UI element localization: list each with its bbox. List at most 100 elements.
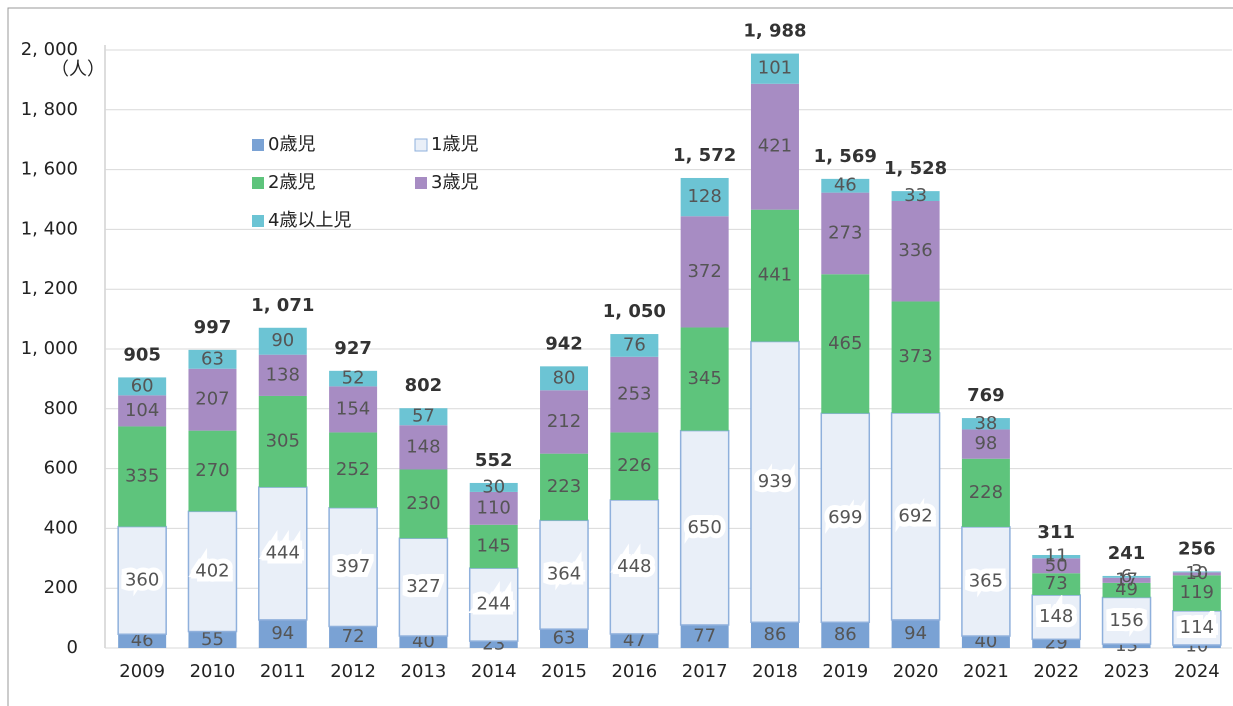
bar-segment bbox=[750, 622, 799, 648]
x-tick-label: 2022 bbox=[1033, 661, 1079, 682]
bar-segment bbox=[399, 425, 448, 470]
segment-label: 10 bbox=[1185, 563, 1208, 584]
bar-segment bbox=[329, 386, 378, 433]
legend-label: 1歳児 bbox=[431, 134, 478, 155]
segment-label: 110 bbox=[477, 497, 511, 518]
total-label: 241 bbox=[1108, 543, 1146, 564]
legend-label: 2歳児 bbox=[268, 172, 315, 193]
bar-segment bbox=[680, 624, 729, 648]
total-label: 802 bbox=[405, 375, 443, 396]
bar-segment bbox=[1032, 558, 1081, 574]
segment-label: 63 bbox=[201, 348, 224, 369]
segment-label: 145 bbox=[477, 535, 511, 556]
segment-label: 98 bbox=[974, 433, 997, 454]
bar-segment bbox=[188, 631, 237, 648]
segment-label: 448 bbox=[617, 556, 651, 577]
y-tick-label: 0 bbox=[67, 637, 78, 658]
bar-segment bbox=[750, 209, 799, 342]
segment-label: 154 bbox=[336, 398, 370, 419]
segment-label: 52 bbox=[342, 368, 365, 389]
total-label: 1, 071 bbox=[251, 295, 314, 316]
segment-label: 104 bbox=[125, 400, 159, 421]
bar-segment bbox=[891, 619, 940, 648]
segment-label: 94 bbox=[904, 623, 927, 644]
bar-segment bbox=[399, 408, 448, 426]
legend-swatch bbox=[252, 215, 264, 227]
bar-segment bbox=[680, 177, 729, 217]
bar-segment bbox=[1102, 644, 1151, 648]
bar-segment bbox=[1172, 575, 1221, 611]
total-label: 1, 050 bbox=[603, 301, 666, 322]
segment-label: 3 bbox=[1191, 561, 1202, 582]
bar-segment bbox=[1172, 610, 1222, 646]
segment-label: 402 bbox=[195, 560, 229, 581]
segment-label: 60 bbox=[131, 375, 154, 396]
segment-label: 86 bbox=[834, 624, 857, 645]
bar-segment bbox=[750, 53, 799, 84]
bar-segment bbox=[258, 395, 307, 488]
bar-segment bbox=[1172, 571, 1221, 573]
segment-label: 397 bbox=[336, 556, 370, 577]
x-tick-label: 2014 bbox=[471, 661, 517, 682]
segment-label: 17 bbox=[1115, 569, 1138, 590]
legend-swatch bbox=[252, 177, 264, 189]
bar-segment bbox=[680, 216, 729, 328]
segment-label: 364 bbox=[547, 564, 581, 585]
segment-label: 86 bbox=[764, 624, 787, 645]
bar-segment bbox=[1031, 594, 1081, 641]
total-label: 1, 572 bbox=[673, 145, 736, 166]
y-tick-label: 2, 000 bbox=[21, 39, 78, 60]
segment-label: 335 bbox=[125, 466, 159, 487]
bar-segment bbox=[821, 192, 870, 275]
segment-label: 372 bbox=[687, 261, 721, 282]
y-tick-label: 1, 600 bbox=[21, 159, 78, 180]
bar-segment bbox=[1172, 572, 1221, 576]
bar-segment bbox=[821, 178, 870, 193]
x-tick-label: 2010 bbox=[190, 661, 236, 682]
bar-segment bbox=[329, 432, 378, 508]
bar-segment bbox=[329, 370, 378, 387]
bar-segment bbox=[469, 491, 518, 525]
bar-segment bbox=[540, 390, 589, 454]
segment-label: 90 bbox=[271, 330, 294, 351]
bar-segment bbox=[118, 426, 167, 527]
legend-swatch bbox=[415, 177, 427, 189]
segment-label: 50 bbox=[1045, 555, 1068, 576]
total-label: 927 bbox=[334, 338, 372, 359]
x-tick-label: 2019 bbox=[822, 661, 868, 682]
bar-segment bbox=[1032, 639, 1081, 648]
total-label: 256 bbox=[1178, 538, 1216, 559]
legend-label: 4歳以上児 bbox=[268, 210, 351, 231]
x-tick-label: 2021 bbox=[963, 661, 1009, 682]
y-tick-label: 1, 800 bbox=[21, 99, 78, 120]
segment-label: 650 bbox=[687, 517, 721, 538]
bar-segment bbox=[680, 327, 729, 431]
segment-label: 465 bbox=[828, 333, 862, 354]
segment-label: 101 bbox=[758, 58, 792, 79]
bar-segment bbox=[821, 622, 870, 648]
total-label: 905 bbox=[123, 344, 161, 365]
bar-segment bbox=[820, 412, 871, 624]
segment-label: 47 bbox=[623, 630, 646, 651]
segment-label: 33 bbox=[904, 185, 927, 206]
x-tick-label: 2020 bbox=[893, 661, 939, 682]
segment-label: 156 bbox=[1109, 610, 1143, 631]
y-tick-label: 400 bbox=[44, 517, 78, 538]
legend-label: 0歳児 bbox=[268, 134, 315, 155]
bar-segment bbox=[258, 619, 307, 648]
bar-segment bbox=[540, 366, 589, 391]
bar-segment bbox=[399, 469, 448, 539]
bar-segment bbox=[1032, 555, 1081, 559]
bar-segment bbox=[610, 356, 659, 433]
bar-segment bbox=[1102, 577, 1151, 583]
x-tick-label: 2015 bbox=[541, 661, 587, 682]
segment-label: 270 bbox=[195, 460, 229, 481]
legend-swatch bbox=[252, 139, 264, 151]
segment-label: 692 bbox=[898, 505, 932, 526]
total-label: 942 bbox=[545, 333, 583, 354]
x-tick-label: 2018 bbox=[752, 661, 798, 682]
segment-label: 119 bbox=[1180, 582, 1214, 603]
bar-segment bbox=[118, 634, 167, 648]
bar-segment bbox=[188, 368, 237, 431]
